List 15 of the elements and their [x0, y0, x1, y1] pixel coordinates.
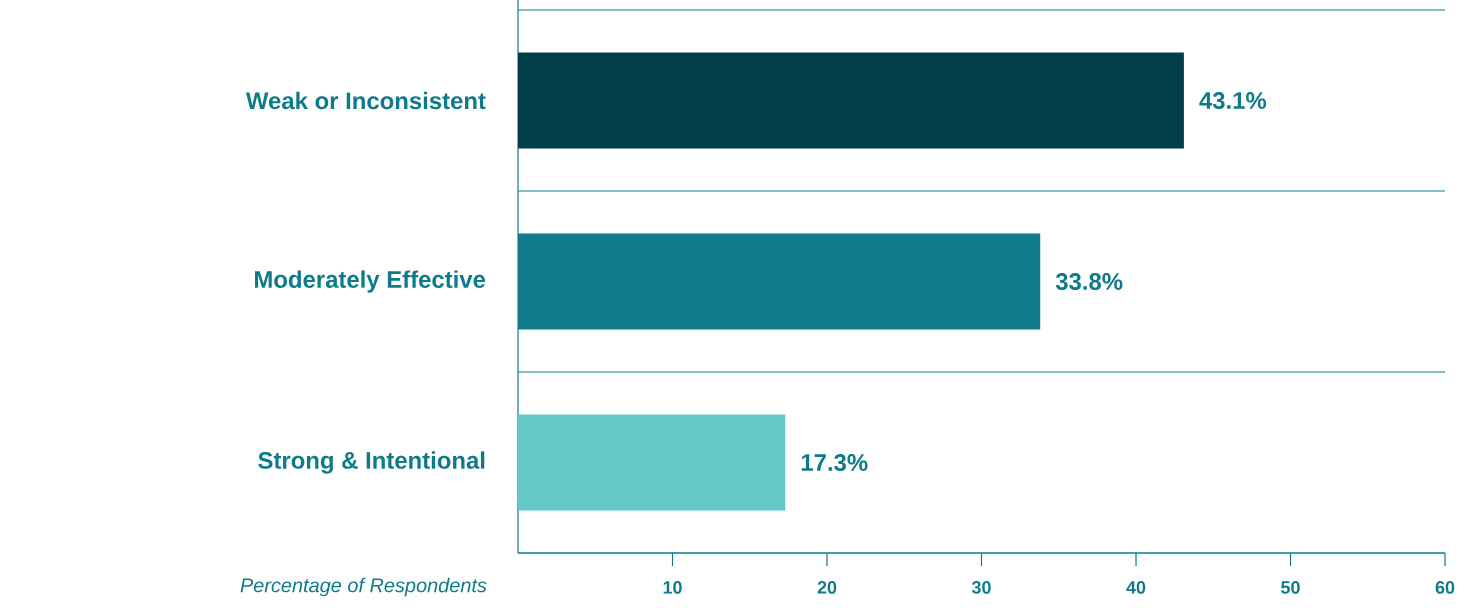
x-axis-title: Percentage of Respondents	[240, 577, 487, 597]
x-tick-label: 20	[817, 581, 837, 594]
y-tick-label: Strong & Intentional	[258, 451, 485, 474]
x-tick-label: 10	[663, 581, 682, 594]
y-tick-label: Moderately Effective	[255, 270, 486, 293]
x-tick-label: 50	[1281, 581, 1300, 594]
bar	[518, 414, 786, 511]
data-label: 17.3%	[801, 454, 868, 471]
x-tick-label: 30	[971, 581, 991, 594]
y-tick-label: Weak or Inconsistent	[245, 91, 486, 110]
data-label: 43.1%	[1199, 92, 1267, 109]
x-tick-label: 40	[1126, 581, 1146, 594]
bar	[518, 52, 1184, 149]
data-label: 33.8%	[1055, 273, 1123, 290]
x-tick-label: 60	[1435, 581, 1455, 594]
